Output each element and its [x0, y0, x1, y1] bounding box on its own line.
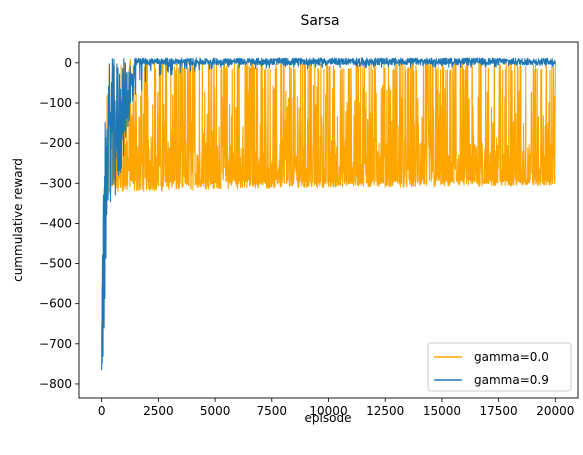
y-axis-ticks: 0 −100 −200 −300 −400 −500 −600 −700 −800 — [39, 56, 79, 391]
x-tick-label: 5000 — [200, 404, 231, 418]
y-tick-label: −800 — [39, 377, 72, 391]
series-line-gamma-0 — [102, 60, 556, 349]
x-tick-label: 7500 — [257, 404, 288, 418]
x-tick-label: 17500 — [480, 404, 518, 418]
x-tick-label: 0 — [98, 404, 106, 418]
x-tick-label: 15000 — [423, 404, 461, 418]
legend-label-gamma-09: gamma=0.9 — [474, 373, 549, 387]
y-tick-label: −200 — [39, 136, 72, 150]
y-tick-label: −300 — [39, 176, 72, 190]
y-tick-label: −600 — [39, 297, 72, 311]
y-tick-label: −500 — [39, 257, 72, 271]
y-tick-label: −400 — [39, 216, 72, 230]
y-tick-label: −100 — [39, 96, 72, 110]
y-tick-label: −700 — [39, 337, 72, 351]
series-layer — [102, 58, 556, 370]
chart-title: Sarsa — [300, 13, 339, 29]
legend: gamma=0.0 gamma=0.9 — [428, 343, 571, 391]
x-tick-label: 2500 — [143, 404, 174, 418]
x-tick-label: 12500 — [366, 404, 404, 418]
y-axis-label: cummulative reward — [11, 158, 25, 282]
x-axis-label: episode — [305, 411, 352, 425]
x-tick-label: 20000 — [536, 404, 574, 418]
legend-label-gamma-0: gamma=0.0 — [474, 350, 549, 364]
y-tick-label: 0 — [64, 56, 72, 70]
